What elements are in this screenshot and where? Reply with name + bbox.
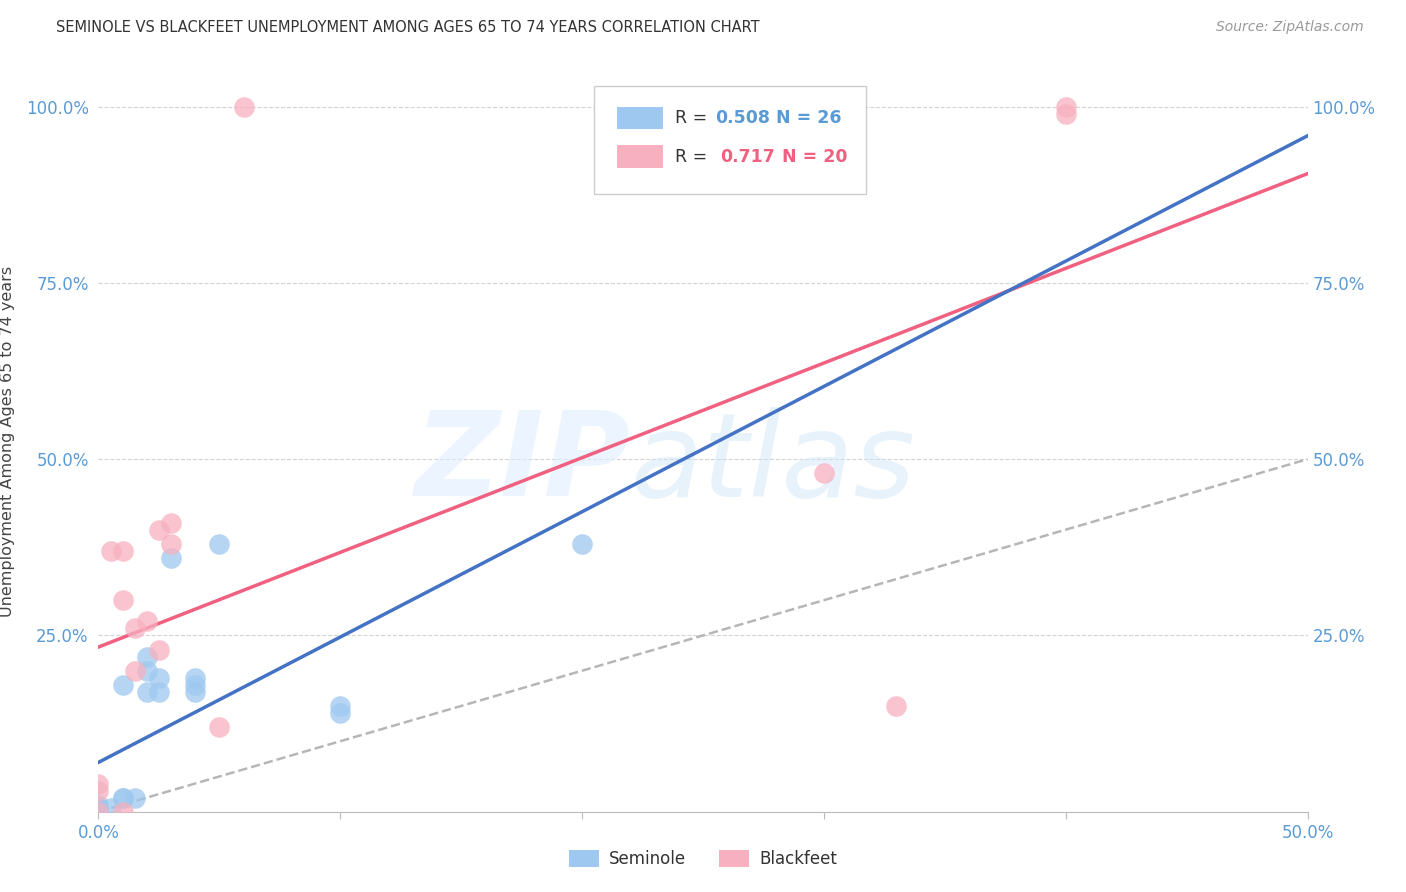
FancyBboxPatch shape (595, 87, 866, 194)
Point (184, 685, 207, 699)
Point (232, 100, 254, 114)
Text: SEMINOLE VS BLACKFEET UNEMPLOYMENT AMONG AGES 65 TO 74 YEARS CORRELATION CHART: SEMINOLE VS BLACKFEET UNEMPLOYMENT AMONG… (56, 20, 759, 35)
Point (135, 615, 157, 629)
Point (100, 801, 122, 815)
Point (124, 790, 146, 805)
Point (1054, 106, 1077, 120)
Text: N = 26: N = 26 (776, 109, 841, 127)
Text: Source: ZipAtlas.com: Source: ZipAtlas.com (1216, 20, 1364, 34)
Point (160, 550, 183, 565)
Point (184, 678, 207, 692)
Point (87, 805, 110, 819)
Point (160, 537, 183, 551)
Point (87, 805, 110, 819)
Point (87, 797, 110, 812)
Point (87, 801, 110, 815)
Point (886, 698, 908, 713)
Point (124, 621, 146, 635)
Y-axis label: Unemployment Among Ages 65 to 74 years: Unemployment Among Ages 65 to 74 years (0, 266, 14, 617)
Point (329, 698, 352, 713)
Point (208, 537, 231, 551)
Text: 0.717: 0.717 (720, 147, 775, 166)
Point (87, 776, 110, 790)
Point (111, 593, 134, 607)
Point (1054, 100, 1077, 114)
Point (148, 685, 170, 699)
Text: atlas: atlas (630, 407, 915, 521)
Point (124, 664, 146, 678)
Point (100, 544, 122, 558)
Point (87, 783, 110, 797)
Text: R =: R = (675, 109, 713, 127)
Bar (617, 145, 664, 168)
Point (111, 790, 134, 805)
Text: R =: R = (675, 147, 718, 166)
Point (135, 649, 157, 664)
Point (111, 544, 134, 558)
Point (87, 805, 110, 819)
Point (111, 805, 134, 819)
Point (208, 720, 231, 734)
Point (148, 523, 170, 537)
Point (111, 790, 134, 805)
Point (87, 801, 110, 815)
Text: 0.508: 0.508 (716, 109, 770, 127)
Point (813, 467, 835, 481)
Point (571, 537, 593, 551)
Point (87, 805, 110, 819)
Point (87, 801, 110, 815)
Point (111, 678, 134, 692)
Point (148, 642, 170, 657)
Point (148, 671, 170, 685)
Point (135, 685, 157, 699)
Point (135, 664, 157, 678)
Point (160, 516, 183, 530)
Legend: Seminole, Blackfeet: Seminole, Blackfeet (562, 843, 844, 875)
Point (87, 805, 110, 819)
Text: N = 20: N = 20 (782, 147, 846, 166)
Point (329, 706, 352, 720)
Point (184, 671, 207, 685)
Bar (617, 107, 664, 129)
Text: ZIP: ZIP (415, 406, 630, 521)
